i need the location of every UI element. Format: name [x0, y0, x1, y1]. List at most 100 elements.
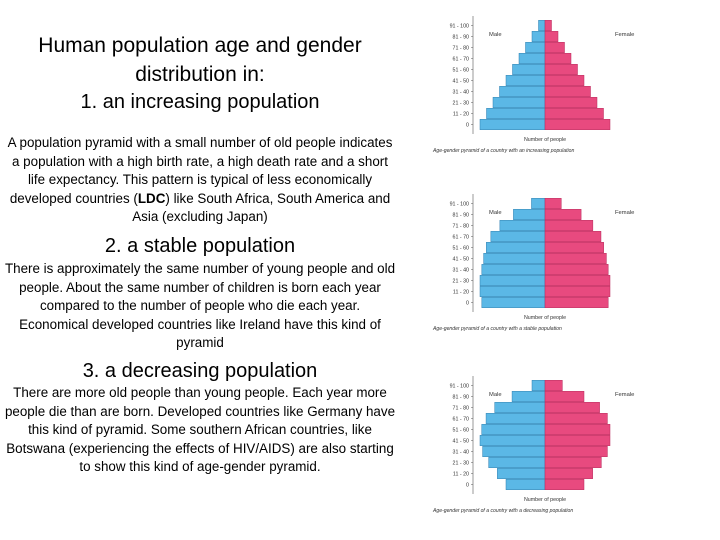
pyramid-chart: 0 11 - 20 21 - 30 31 - 40 41 - 50 51 - 60 61 -… — [432, 194, 634, 332]
female-bar — [544, 468, 593, 479]
age-tick-label: 11 - 20 — [453, 290, 469, 296]
section-3-heading: 3. a decreasing population — [82, 360, 318, 382]
age-tick-label: 51 - 60 — [453, 246, 470, 252]
age-tick-label: 31 - 40 — [453, 450, 470, 456]
female-bar — [544, 253, 607, 264]
male-label: Male — [489, 32, 502, 38]
male-bar — [499, 220, 546, 231]
male-bar — [499, 86, 546, 97]
age-tick-label: 0 — [466, 301, 469, 307]
female-bar — [544, 64, 578, 75]
female-bar — [544, 220, 594, 231]
section-1-heading: 1. an increasing population — [80, 91, 320, 113]
female-bar — [544, 479, 585, 490]
male-bar — [511, 391, 546, 402]
male-bar — [482, 446, 546, 457]
page-title-line-2: distribution in: — [135, 63, 265, 86]
age-tick-label: 71 - 80 — [453, 406, 470, 412]
male-bar — [488, 457, 546, 468]
female-bar — [544, 446, 608, 457]
male-bar — [531, 380, 546, 391]
female-bar — [544, 119, 611, 130]
page-title-line-1: Human population age and gender — [38, 34, 362, 57]
male-bar — [490, 231, 546, 242]
female-bar — [544, 435, 611, 446]
x-axis-label: Number of people — [524, 315, 566, 321]
age-tick-label: 0 — [466, 483, 469, 489]
age-tick-label: 0 — [466, 123, 469, 129]
male-bar — [481, 297, 546, 308]
section-1-text: A population pyramid with a small number… — [7, 135, 393, 225]
male-bar — [486, 242, 546, 253]
age-tick-label: 81 - 90 — [453, 35, 470, 41]
age-tick-label: 71 - 80 — [453, 46, 470, 52]
male-bar — [486, 108, 546, 119]
age-tick-label: 21 - 30 — [453, 279, 470, 285]
age-tick-label: 31 - 40 — [453, 90, 470, 96]
age-tick-label: 51 - 60 — [453, 428, 470, 434]
section-3-text: There are more old people than young peo… — [4, 385, 396, 475]
age-tick-label: 41 - 50 — [453, 257, 470, 263]
male-label: Male — [489, 210, 502, 216]
female-label: Female — [615, 392, 634, 398]
pyramid-increasing: 0 11 - 20 21 - 30 31 - 40 41 - 50 51 - 60 61 -… — [415, 12, 645, 162]
male-bar — [512, 64, 546, 75]
female-bar — [544, 275, 611, 286]
female-bar — [544, 413, 608, 424]
female-bar — [544, 402, 600, 413]
female-bar — [544, 31, 559, 42]
male-label: Male — [489, 392, 502, 398]
female-label: Female — [615, 32, 634, 38]
female-bar — [544, 391, 585, 402]
female-bar — [544, 42, 565, 53]
male-bar — [479, 435, 546, 446]
age-tick-label: 81 - 90 — [453, 213, 470, 219]
x-axis-label: Number of people — [524, 497, 566, 503]
age-tick-label: 11 - 20 — [453, 112, 469, 118]
male-bar — [513, 209, 546, 220]
female-bar — [544, 97, 598, 108]
age-tick-label: 31 - 40 — [453, 268, 470, 274]
male-bar — [538, 20, 546, 31]
male-bar — [481, 424, 546, 435]
section-2-heading: 2. a stable population — [104, 235, 296, 257]
age-tick-label: 71 - 80 — [453, 224, 470, 230]
female-bar — [544, 108, 604, 119]
age-tick-label: 81 - 90 — [453, 395, 470, 401]
male-bar — [483, 253, 546, 264]
male-bar — [492, 97, 546, 108]
female-bar — [544, 20, 552, 31]
x-axis-label: Number of people — [524, 137, 566, 143]
male-bar — [505, 75, 546, 86]
age-tick-label: 51 - 60 — [453, 68, 470, 74]
age-tick-label: 61 - 70 — [453, 417, 470, 423]
male-bar — [479, 275, 546, 286]
male-bar — [505, 479, 546, 490]
female-bar — [544, 209, 582, 220]
age-tick-label: 61 - 70 — [453, 235, 470, 241]
male-bar — [531, 31, 546, 42]
age-tick-label: 41 - 50 — [453, 439, 470, 445]
pyramid-caption: Age-gender pyramid of a country with an … — [432, 148, 574, 154]
section-2-text: There is approximately the same number o… — [4, 261, 396, 351]
male-bar — [479, 119, 546, 130]
pyramid-caption: Age-gender pyramid of a country with a d… — [432, 508, 573, 514]
male-bar — [479, 286, 546, 297]
age-tick-label: 21 - 30 — [453, 461, 470, 467]
female-label: Female — [615, 210, 634, 216]
age-tick-label: 61 - 70 — [453, 57, 470, 63]
male-bar — [481, 264, 546, 275]
female-bar — [544, 75, 585, 86]
age-tick-label: 41 - 50 — [453, 79, 470, 85]
male-bar — [485, 413, 546, 424]
female-bar — [544, 286, 611, 297]
female-bar — [544, 424, 611, 435]
female-bar — [544, 86, 591, 97]
female-bar — [544, 264, 609, 275]
male-bar — [531, 198, 546, 209]
female-bar — [544, 53, 572, 64]
male-bar — [497, 468, 546, 479]
female-bar — [544, 297, 609, 308]
male-bar — [518, 53, 546, 64]
female-bar — [544, 198, 562, 209]
